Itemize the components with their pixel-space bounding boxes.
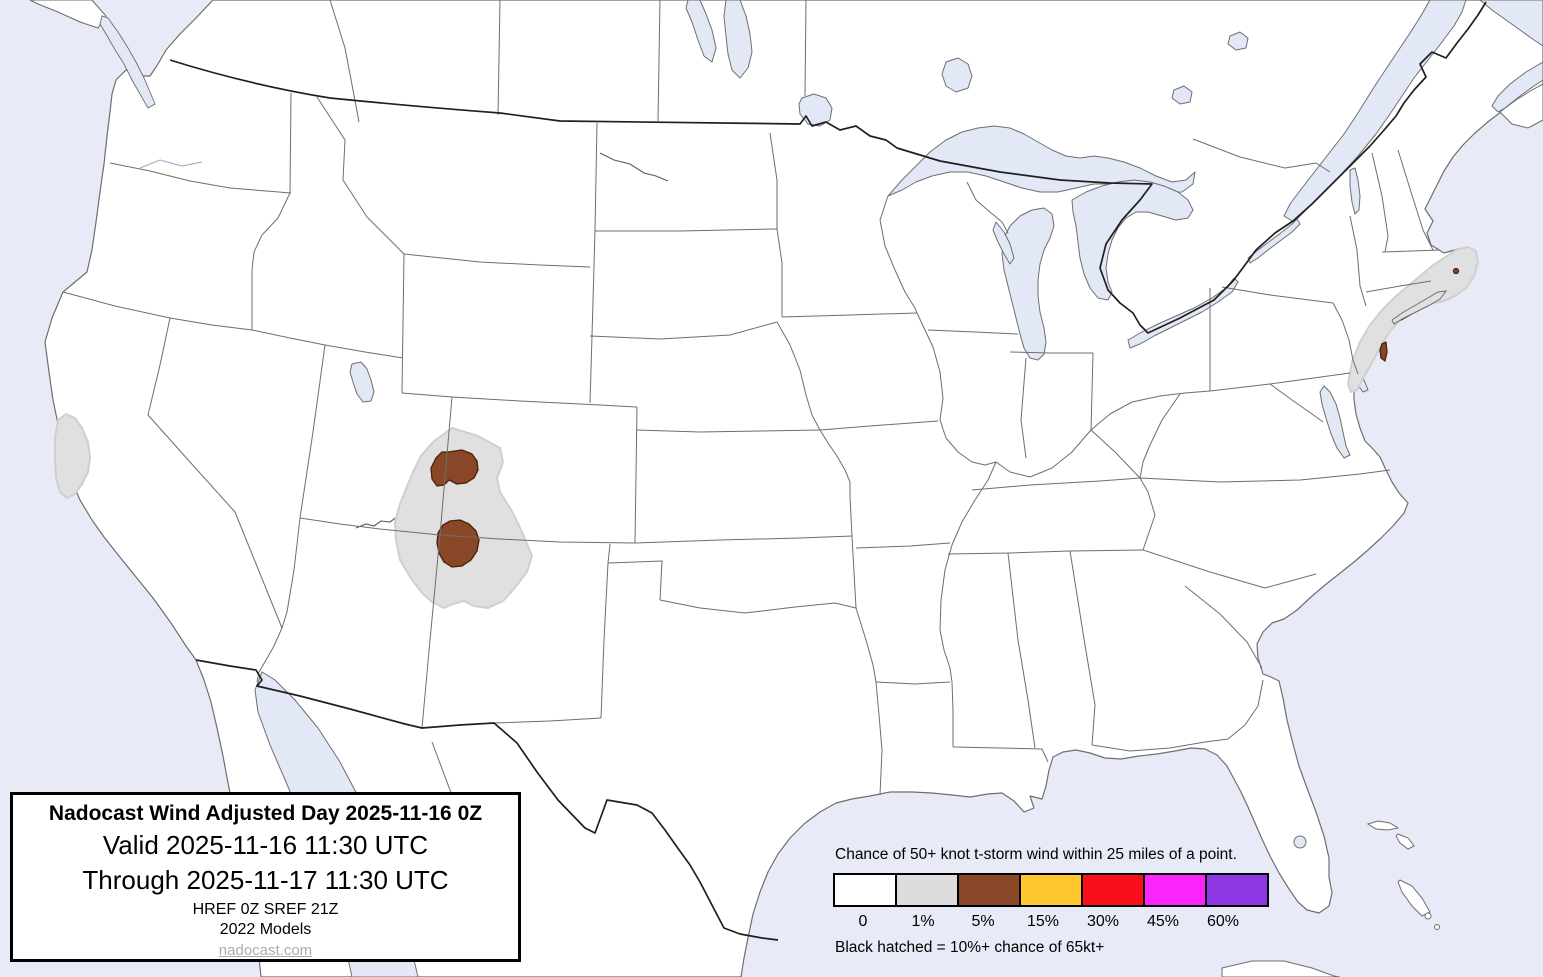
- lake-okeechobee: [1293, 835, 1307, 849]
- lake-superior: [887, 125, 1196, 197]
- st-lawrence-river: [1283, 0, 1467, 223]
- legend-label-30pct: 30%: [1086, 913, 1120, 930]
- legend-label-0: 0: [858, 913, 868, 930]
- legend-swatch-5pct: [957, 873, 1021, 907]
- puget-sound-water: [99, 15, 156, 109]
- legend-label-5pct: 5%: [971, 913, 995, 930]
- legend-label-15pct: 15%: [1026, 913, 1060, 930]
- risk-area-rhode-island-5pct-dot: [1452, 267, 1460, 275]
- risk-area-new-jersey-coast-5pct: [1379, 341, 1388, 362]
- us-canada-border: [169, 1, 1487, 334]
- lake-nipigon: [941, 57, 973, 93]
- lake-michigan: [1001, 207, 1055, 361]
- legend-swatch-1pct: [895, 873, 959, 907]
- through-time: Through 2025-11-17 11:30 UTC: [82, 865, 449, 895]
- lake-erie: [1127, 277, 1239, 349]
- risk-areas-1pct: [54, 246, 1479, 609]
- chesapeake-bay: [1319, 385, 1351, 459]
- great-salt-lake: [349, 361, 375, 403]
- lake-huron: [1071, 179, 1194, 301]
- lake-manitoba: [685, 0, 717, 63]
- nova-scotia: [1499, 83, 1543, 129]
- bahamas-island-4: [1424, 912, 1432, 920]
- model-year: 2022 Models: [219, 921, 312, 938]
- legend-swatch-15pct: [1019, 873, 1083, 907]
- risk-area-california-coast-1pct: [54, 413, 91, 499]
- map-title: Nadocast Wind Adjusted Day 2025-11-16 0Z: [48, 802, 483, 825]
- columbia-river: [139, 159, 203, 169]
- international-borders: [169, 1, 1487, 941]
- bahamas-island-1: [1366, 820, 1400, 831]
- canada-lake-small-2: [1171, 85, 1193, 105]
- risk-area-colorado-south-5pct: [436, 519, 480, 568]
- legend-labels-row: 0 1% 5% 15% 30% 45% 60%: [833, 913, 1273, 931]
- canada-lake-small-1: [1227, 31, 1249, 51]
- title-box: Nadocast Wind Adjusted Day 2025-11-16 0Z…: [10, 792, 521, 962]
- legend: Chance of 50+ knot t-storm wind within 2…: [833, 846, 1273, 957]
- green-bay: [992, 221, 1015, 265]
- bahamas-island-3: [1397, 879, 1431, 917]
- legend-hatched-note: Black hatched = 10%+ chance of 65kt+: [835, 939, 1105, 956]
- great-lakes: [349, 0, 1543, 849]
- risk-area-colorado-north-5pct: [430, 449, 479, 487]
- islands: [1221, 83, 1543, 977]
- valid-time: Valid 2025-11-16 11:30 UTC: [102, 830, 429, 860]
- bahamas-island-5: [1434, 924, 1440, 930]
- lake-ontario: [1247, 218, 1301, 264]
- model-sources: HREF 0Z SREF 21Z: [192, 901, 339, 918]
- bahamas-island-2: [1395, 833, 1415, 850]
- legend-swatch-30pct: [1081, 873, 1145, 907]
- legend-title: Chance of 50+ knot t-storm wind within 2…: [835, 846, 1237, 863]
- legend-label-60pct: 60%: [1206, 913, 1240, 930]
- long-island: [1391, 290, 1448, 325]
- us-mexico-border: [195, 659, 779, 941]
- legend-swatch-0: [833, 873, 897, 907]
- risk-area-northeast-coast-1pct: [1347, 246, 1479, 393]
- lake-champlain: [1349, 167, 1361, 215]
- lake-winnipeg: [723, 0, 753, 79]
- missouri-river-nd: [599, 152, 669, 182]
- legend-swatch-45pct: [1143, 873, 1207, 907]
- gulf-of-st-lawrence: [1479, 0, 1543, 47]
- legend-label-1pct: 1%: [911, 913, 935, 930]
- nadocast-link[interactable]: nadocast.com: [218, 942, 313, 959]
- legend-swatch-60pct: [1205, 873, 1269, 907]
- vancouver-island: [29, 0, 107, 29]
- legend-label-45pct: 45%: [1146, 913, 1180, 930]
- risk-area-utah-colorado-1pct: [394, 427, 533, 609]
- bay-of-fundy: [1491, 61, 1543, 113]
- legend-swatch-row: [833, 873, 1273, 907]
- cuba-coast: [1221, 960, 1341, 977]
